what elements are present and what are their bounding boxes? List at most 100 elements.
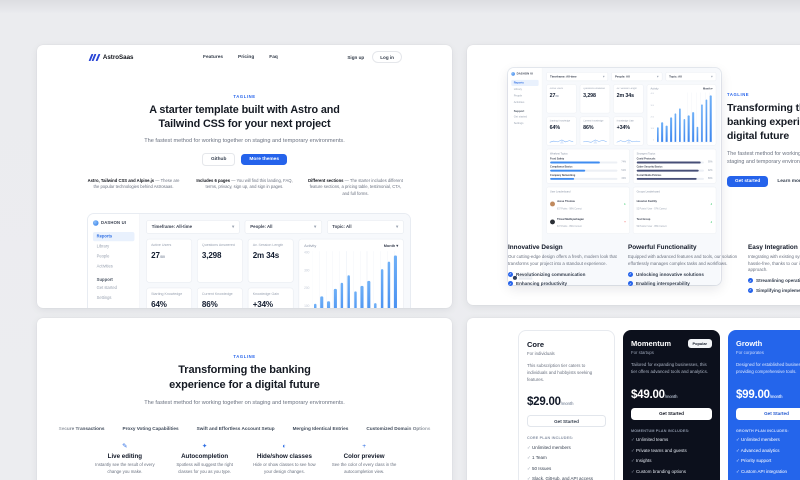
feature-live-editing: ✎ Live editing Instantly see the result … xyxy=(91,442,159,475)
feature-desc: Hide or show classes to see how your des… xyxy=(253,462,316,474)
activity-range-select[interactable]: Month ▾ xyxy=(383,243,399,249)
dashboard-nav-reports[interactable]: Reports xyxy=(511,79,539,86)
get-started-button[interactable]: Get started xyxy=(727,176,769,188)
stat-label: Knowledge Gain xyxy=(252,292,280,297)
tab-custom-domain[interactable]: Customized Domain Options xyxy=(366,425,431,431)
dashboard-nav-people[interactable]: People xyxy=(96,254,110,259)
chevron-down-icon: ▾ xyxy=(396,225,399,230)
check-circle-icon xyxy=(508,281,513,287)
dashboard-user-chip[interactable] xyxy=(511,272,539,282)
stat-suffix: /80 xyxy=(159,254,165,260)
feature-desc: Spotless will suggest the right classes … xyxy=(176,462,233,474)
stat-active-users: Active Users 27/80 xyxy=(146,238,193,283)
stat-value: 3,298 xyxy=(201,250,222,260)
astrosaas-logo-icon xyxy=(88,53,101,61)
nav-item-faq[interactable]: Faq xyxy=(269,54,278,60)
stat-label: Starting Knowledge xyxy=(549,119,571,123)
leaderboard-row[interactable]: Jesse Thomas 637 Points · 98% Correct xyxy=(550,194,626,212)
stat-value: 86% xyxy=(201,299,218,308)
plan-audience: For startups xyxy=(631,350,654,355)
stat-value: 2m 34s xyxy=(252,250,280,260)
topic-row: Compliance Basics 52% xyxy=(550,165,626,172)
stat-label: Current Knowledge xyxy=(583,119,604,123)
popular-badge: Popular xyxy=(687,339,712,348)
dashboard-nav-library[interactable]: Library xyxy=(513,88,522,91)
stat-questions-answered: Questions Answered 3,298 xyxy=(196,238,243,283)
signup-link[interactable]: Sign up xyxy=(347,54,365,60)
check-circle-icon xyxy=(508,271,513,277)
feature-title: Live editing xyxy=(107,453,143,461)
leaderboard-row[interactable]: Thisal Mathiyazhagan 637 Points · 89% Cor… xyxy=(550,212,626,230)
github-button[interactable]: Github xyxy=(201,152,236,166)
tab-account-setup[interactable]: Swift and Effortless Account Setup xyxy=(196,425,275,431)
stat-session-length: Av. Session Length 2m 34s xyxy=(613,84,644,114)
leaderboard-row[interactable]: Houston Facility 52 Points / User · 97% C… xyxy=(637,194,713,212)
dashboard-nav-get-started[interactable]: Get started xyxy=(96,285,117,291)
user-leaderboard-panel: User Leaderboard Jesse Thomas 637 Points … xyxy=(546,186,630,234)
brand-logo[interactable]: AstroSaas xyxy=(88,53,134,61)
feature-title: Powerful Functionality xyxy=(628,244,697,251)
learn-more-link[interactable]: Learn more xyxy=(777,179,800,185)
nav-item-pricing[interactable]: Pricing xyxy=(238,54,255,60)
plan-feature: 1 Team xyxy=(527,455,606,461)
feature-title: Autocompletion xyxy=(181,453,229,461)
get-started-button[interactable]: Get Started xyxy=(527,415,606,428)
plan-includes-heading: CORE PLAN INCLUDES: xyxy=(527,436,574,441)
groups-leaderboard-panel: Groups Leaderboard Houston Facility 52 Po… xyxy=(632,186,717,234)
plan-price: $49.00/month xyxy=(631,388,678,401)
tab-merging-entries[interactable]: Merging Identical Entries xyxy=(292,425,349,431)
leaderboard-row[interactable]: Test Group 52 Points / User · 95% Correct xyxy=(637,212,713,230)
activity-range-select[interactable]: Month ▾ xyxy=(703,87,713,91)
dashboard-nav-get-started[interactable]: Get started xyxy=(513,115,528,119)
hero-feature-columns: Astro, Tailwind CSS and Alpine.js — Thes… xyxy=(37,178,452,198)
chevron-down-icon: ▾ xyxy=(657,75,659,79)
feature-title: Hide/show classes xyxy=(256,453,312,461)
check-circle-icon xyxy=(628,281,633,287)
weakest-topics-panel: Weakest Topics Food Safety 74% Complianc… xyxy=(546,148,630,184)
stat-label: Av. Session Length xyxy=(252,243,284,248)
tab-secure-transactions[interactable]: Secure Transactions xyxy=(58,425,105,431)
activity-title: Activity xyxy=(650,87,659,91)
dashboard-filter-timeframe[interactable]: Timeframe: All-time ▾ xyxy=(546,72,609,82)
stat-starting-knowledge: Starting Knowledge 64% xyxy=(546,116,577,146)
dashboard-nav-settings[interactable]: Settings xyxy=(513,121,524,125)
plan-description: This subscription tier caters to individ… xyxy=(527,363,593,382)
dashboard-stats-grid: Active Users 27/80 Questions Answered 3,… xyxy=(546,84,644,146)
dashboard-filter-people[interactable]: People: All ▾ xyxy=(244,220,322,234)
sparkline-chart xyxy=(616,139,641,144)
preview-card-landing-hero: AstroSaas Features Pricing Faq Sign up L… xyxy=(37,45,452,308)
login-button[interactable]: Log in xyxy=(372,51,402,63)
stat-knowledge-gain: Knowledge Gain +34% xyxy=(613,116,644,146)
dashboard-nav-library[interactable]: Library xyxy=(96,244,110,249)
stat-value: 3,298 xyxy=(583,92,596,99)
dashboard-logo-text: DASHON UI xyxy=(101,220,127,226)
dashboard-nav-settings[interactable]: Settings xyxy=(96,295,112,301)
feature-col-sections: Different sections — The starter include… xyxy=(308,177,403,196)
more-themes-button[interactable]: More themes xyxy=(241,153,288,165)
tab-proxy-voting[interactable]: Proxy Voting Capabilities xyxy=(122,425,179,431)
get-started-button[interactable]: Get Started xyxy=(736,407,800,420)
check-item: Enhancing productivity xyxy=(508,281,618,287)
nav-item-features[interactable]: Features xyxy=(203,54,224,60)
dashboard-nav-activities[interactable]: Activities xyxy=(96,264,113,269)
check-item: Revolutionizing communication xyxy=(508,271,618,277)
dashboard-filter-people[interactable]: People: All ▾ xyxy=(611,72,663,82)
dashboard-nav-activities[interactable]: Activities xyxy=(513,101,525,104)
dashboard-filter-timeframe[interactable]: Timeframe: All-time ▾ xyxy=(146,220,240,234)
dashboard-filter-topic[interactable]: Topic: All ▾ xyxy=(665,72,717,82)
dashboard-mockup: DASHON UI Reports Library People Activit… xyxy=(88,214,410,308)
filter-label: Topic: All xyxy=(669,75,682,79)
autocompletion-icon: ✦ xyxy=(201,442,208,450)
plan-feature-list: Unlimited teams Private teams and guests… xyxy=(631,437,712,475)
filter-label: Timeframe: All-time xyxy=(151,224,193,230)
get-started-button[interactable]: Get Started xyxy=(631,407,712,420)
plan-includes-heading: GROWTH PLAN INCLUDES: xyxy=(736,428,789,433)
dashboard-nav-reports[interactable]: Reports xyxy=(92,231,135,242)
dashboard-filter-topic[interactable]: Topic: All ▾ xyxy=(326,220,404,234)
chevron-down-icon: ▾ xyxy=(232,225,235,230)
live-editing-icon: ✎ xyxy=(122,442,128,450)
dashboard-nav-people[interactable]: People xyxy=(513,94,523,98)
